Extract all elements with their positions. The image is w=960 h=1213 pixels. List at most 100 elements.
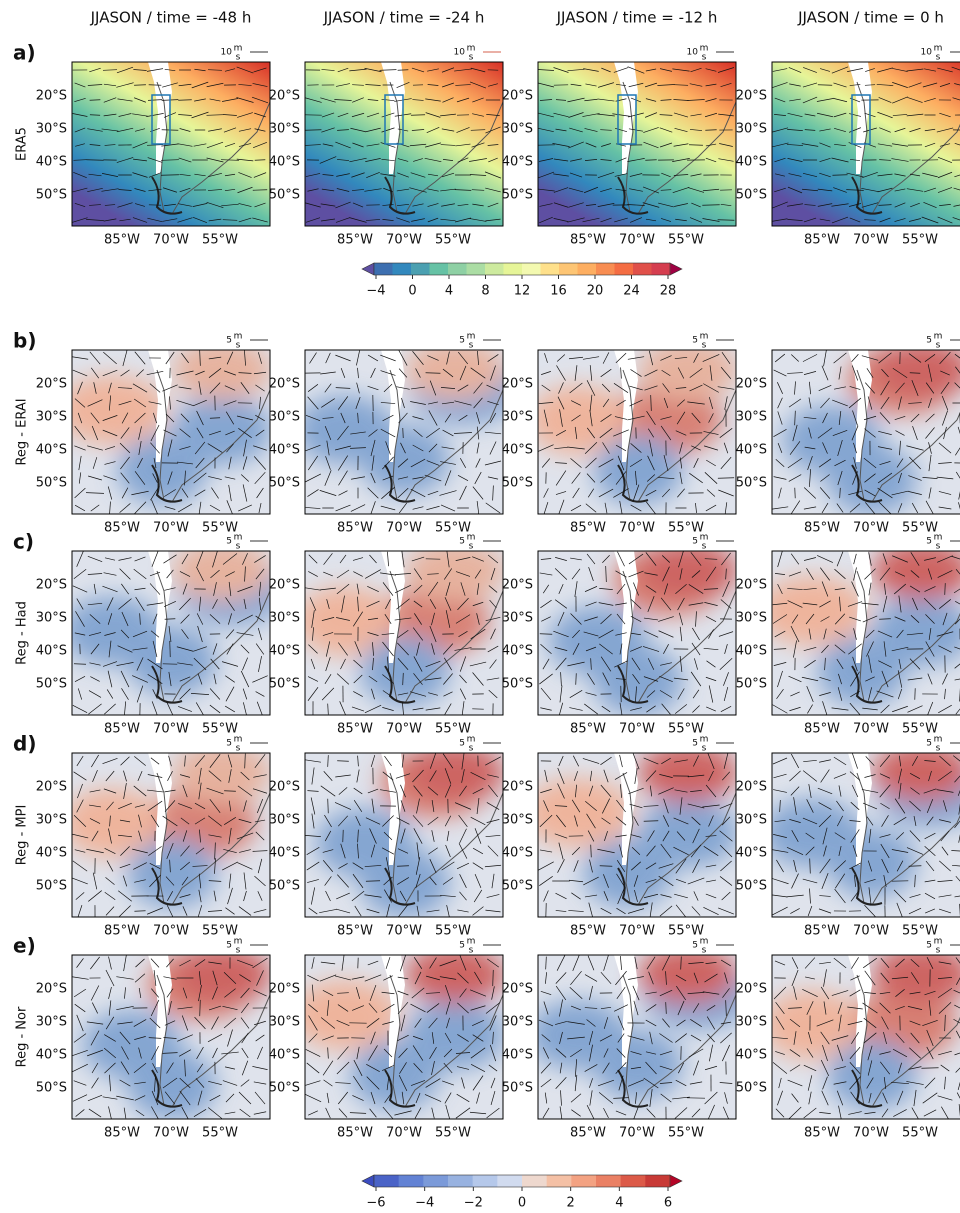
map (762, 743, 960, 919)
lon-tick-label: 55°W (902, 233, 938, 248)
lon-tick-label: 55°W (668, 233, 704, 248)
lon-tick-label: 85°W (337, 1126, 373, 1141)
map-panel: 20°S30°S40°S50°S85°W70°W55°W5ms (736, 533, 960, 737)
lon-tick-label: 70°W (853, 722, 889, 737)
lat-tick-label: 40°S (269, 846, 300, 861)
colorbar-extend (670, 263, 682, 275)
colorbar-label: 16 (550, 284, 567, 299)
anomaly-blob (638, 340, 738, 400)
map-panel: 20°S30°S40°S50°S85°W70°W55°W5ms (36, 735, 272, 939)
panel-letter: a) (13, 41, 36, 65)
colorbar-band (547, 1175, 572, 1187)
lon-tick-label: 85°W (337, 722, 373, 737)
scale-unit: s (469, 542, 474, 552)
map-panel: 20°S30°S40°S50°S85°W70°W55°W10ms (36, 44, 270, 248)
lat-tick-label: 30°S (36, 813, 67, 828)
row-label: Reg - Nor (15, 1006, 30, 1067)
map-panel: 20°S30°S40°S50°S85°W70°W55°W5ms (502, 332, 738, 536)
anomaly-blob (172, 340, 272, 400)
lat-tick-label: 30°S (736, 1015, 767, 1030)
map-panel: 20°S30°S40°S50°S85°W70°W55°W5ms (36, 332, 272, 536)
lat-tick-label: 40°S (269, 155, 300, 170)
lat-tick-label: 50°S (36, 1081, 67, 1096)
column-title: JJASON / time = -48 h (90, 9, 252, 27)
anomaly-blob (360, 848, 450, 918)
colorbar-band (541, 263, 560, 275)
scale-value: 5 (226, 941, 232, 951)
colorbar-band (621, 1175, 646, 1187)
scale-unit: s (702, 946, 707, 956)
scale-value: 5 (226, 739, 232, 749)
anomaly-blob (405, 945, 505, 1005)
row-label: Reg - ERAI (15, 398, 30, 465)
lat-tick-label: 50°S (269, 476, 300, 491)
scale-unit: s (236, 946, 241, 956)
colorbar-label: 0 (408, 284, 416, 299)
lon-tick-label: 85°W (804, 924, 840, 939)
lat-tick-label: 50°S (36, 879, 67, 894)
colorbar-band (652, 263, 671, 275)
colorbar-band (448, 1175, 473, 1187)
lat-tick-label: 20°S (36, 377, 67, 392)
lon-tick-label: 85°W (804, 722, 840, 737)
lat-tick-label: 20°S (736, 982, 767, 997)
lat-tick-label: 40°S (502, 644, 533, 659)
map-panel: 20°S30°S40°S50°S85°W70°W55°W5ms (36, 533, 287, 737)
lon-tick-label: 70°W (153, 521, 189, 536)
lat-tick-label: 30°S (269, 813, 300, 828)
lon-tick-label: 55°W (202, 1126, 238, 1141)
scale-value: 5 (692, 537, 698, 547)
lat-tick-label: 50°S (736, 677, 767, 692)
lat-tick-label: 20°S (36, 578, 67, 593)
panel-letter: c) (13, 530, 34, 554)
colorbar-label: 0 (518, 1196, 526, 1210)
lat-tick-label: 30°S (269, 122, 300, 137)
scale-value: 10 (921, 48, 933, 58)
lat-tick-label: 30°S (736, 122, 767, 137)
row-label: ERA5 (15, 127, 30, 161)
scale-unit: s (236, 744, 241, 754)
scale-unit: s (236, 53, 241, 63)
map-panel: 20°S30°S40°S50°S85°W70°W55°W10ms (736, 44, 960, 248)
colorbar-band (448, 263, 467, 275)
lat-tick-label: 20°S (36, 780, 67, 795)
lat-tick-label: 30°S (269, 1015, 300, 1030)
lat-tick-label: 20°S (269, 89, 300, 104)
lon-tick-label: 85°W (570, 1126, 606, 1141)
lon-tick-label: 85°W (570, 722, 606, 737)
anomaly-blob (638, 945, 738, 1005)
colorbar-band (596, 263, 615, 275)
map-panel: 20°S30°S40°S50°S85°W70°W55°W5ms (502, 937, 753, 1141)
scale-unit: s (936, 542, 941, 552)
scale-value: 10 (221, 48, 233, 58)
scale-value: 5 (926, 941, 932, 951)
map (62, 743, 272, 917)
lat-tick-label: 30°S (269, 611, 300, 626)
lat-tick-label: 50°S (502, 1081, 533, 1096)
lat-tick-label: 50°S (736, 188, 767, 203)
lon-tick-label: 55°W (435, 1126, 471, 1141)
colorbar-band (423, 1175, 448, 1187)
colorbar-band (559, 263, 578, 275)
lat-tick-label: 20°S (269, 578, 300, 593)
lat-tick-label: 40°S (36, 1048, 67, 1063)
lat-tick-label: 50°S (502, 879, 533, 894)
lat-tick-label: 20°S (502, 578, 533, 593)
map-panel: 20°S30°S40°S50°S85°W70°W55°W5ms (502, 533, 738, 737)
scale-unit: s (702, 341, 707, 351)
colorbar-label: 4 (445, 284, 453, 299)
colorbar-band (430, 263, 449, 275)
colorbar-band (374, 1175, 399, 1187)
lon-tick-label: 70°W (386, 233, 422, 248)
lat-tick-label: 30°S (36, 410, 67, 425)
scale-unit: s (936, 946, 941, 956)
panel-letter: b) (13, 329, 36, 353)
lat-tick-label: 50°S (502, 476, 533, 491)
lon-tick-label: 85°W (104, 233, 140, 248)
colorbar-band (473, 1175, 498, 1187)
lon-tick-label: 85°W (104, 924, 140, 939)
lon-tick-label: 85°W (337, 521, 373, 536)
lat-tick-label: 30°S (502, 410, 533, 425)
colorbar-label: −4 (366, 284, 385, 299)
